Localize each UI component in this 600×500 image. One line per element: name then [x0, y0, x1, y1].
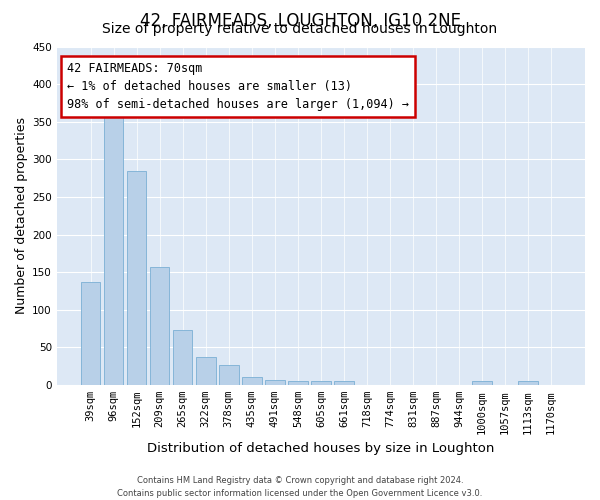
Bar	[265, 380, 284, 385]
Text: Contains HM Land Registry data © Crown copyright and database right 2024.
Contai: Contains HM Land Registry data © Crown c…	[118, 476, 482, 498]
Bar	[173, 330, 193, 385]
X-axis label: Distribution of detached houses by size in Loughton: Distribution of detached houses by size …	[147, 442, 494, 455]
Bar	[472, 382, 492, 385]
Bar	[288, 382, 308, 385]
Bar	[219, 366, 239, 385]
Bar	[127, 170, 146, 385]
Text: 42, FAIRMEADS, LOUGHTON, IG10 2NE: 42, FAIRMEADS, LOUGHTON, IG10 2NE	[139, 12, 461, 30]
Text: 42 FAIRMEADS: 70sqm
← 1% of detached houses are smaller (13)
98% of semi-detache: 42 FAIRMEADS: 70sqm ← 1% of detached hou…	[67, 62, 409, 110]
Bar	[311, 382, 331, 385]
Y-axis label: Number of detached properties: Number of detached properties	[15, 118, 28, 314]
Bar	[81, 282, 100, 385]
Text: Size of property relative to detached houses in Loughton: Size of property relative to detached ho…	[103, 22, 497, 36]
Bar	[150, 267, 169, 385]
Bar	[518, 382, 538, 385]
Bar	[242, 377, 262, 385]
Bar	[104, 103, 124, 385]
Bar	[196, 357, 215, 385]
Bar	[334, 382, 354, 385]
